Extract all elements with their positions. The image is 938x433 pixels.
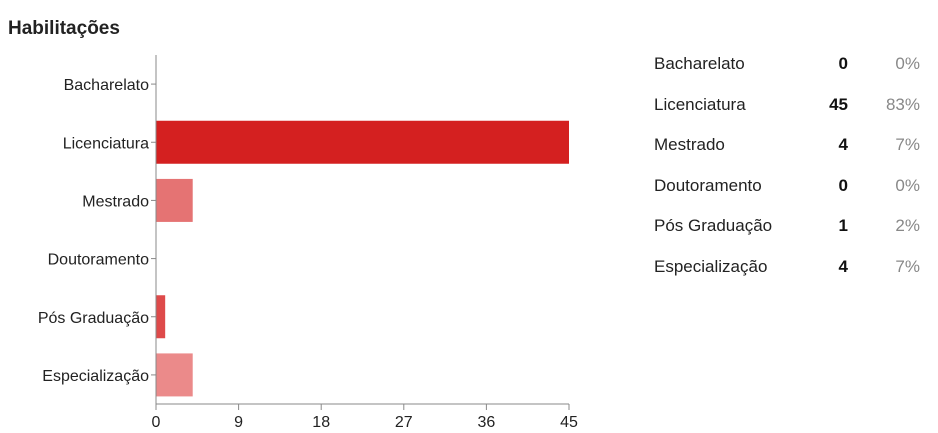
summary-count: 45 xyxy=(829,94,848,114)
bar xyxy=(156,353,193,397)
summary-count: 4 xyxy=(838,256,848,276)
summary-label: Especialização xyxy=(654,256,768,276)
summary-row: Licenciatura 45 83% xyxy=(654,85,920,126)
x-tick-label: 9 xyxy=(234,414,243,431)
summary-count: 1 xyxy=(838,216,848,236)
x-tick-label: 36 xyxy=(478,414,496,431)
summary-label: Pós Graduação xyxy=(654,216,773,236)
category-label: Mestrado xyxy=(82,193,149,210)
summary-count: 0 xyxy=(838,54,848,74)
summary-row: Especialização 4 7% xyxy=(654,247,920,288)
x-tick-label: 0 xyxy=(152,414,161,431)
summary-row: Pós Graduação 1 2% xyxy=(654,206,920,247)
chart-title: Habilitações xyxy=(8,18,120,39)
bar xyxy=(156,295,166,339)
summary-percent: 7% xyxy=(895,135,920,155)
x-tick-label: 27 xyxy=(395,414,413,431)
summary-label: Doutoramento xyxy=(654,175,762,195)
category-label: Doutoramento xyxy=(48,252,149,269)
x-tick-label: 45 xyxy=(560,414,578,431)
summary-count: 4 xyxy=(838,135,848,155)
summary-label: Mestrado xyxy=(654,135,725,155)
bar-chart: Bacharelato Licenciatura Mestrado Doutorame… xyxy=(38,55,578,431)
summary-label: Bacharelato xyxy=(654,54,745,74)
summary-count: 0 xyxy=(838,175,848,195)
summary-percent: 83% xyxy=(885,94,920,114)
category-label: Pós Graduação xyxy=(38,310,149,327)
summary-label: Licenciatura xyxy=(654,94,746,114)
summary-percent: 2% xyxy=(895,216,920,236)
summary-row: Mestrado 4 7% xyxy=(654,125,920,166)
summary-percent: 0% xyxy=(895,54,920,74)
bar xyxy=(156,120,569,164)
category-label: Especialização xyxy=(42,368,149,385)
x-tick-label: 18 xyxy=(312,414,330,431)
summary-percent: 0% xyxy=(895,175,920,195)
summary-row: Bacharelato 0 0% xyxy=(654,44,920,85)
category-label: Bacharelato xyxy=(64,77,149,94)
summary-table: Bacharelato 0 0% Licenciatura 45 83% Mes… xyxy=(654,44,920,287)
category-label: Licenciatura xyxy=(63,135,149,152)
summary-percent: 7% xyxy=(895,256,920,276)
summary-row: Doutoramento 0 0% xyxy=(654,166,920,207)
bar xyxy=(156,178,193,222)
